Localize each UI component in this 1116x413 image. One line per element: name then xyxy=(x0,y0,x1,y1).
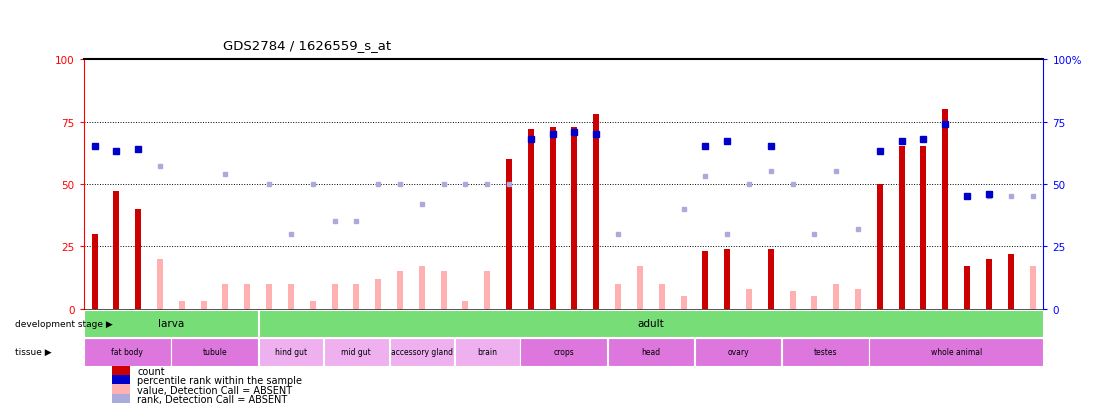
Bar xyxy=(1030,267,1036,309)
Text: whole animal: whole animal xyxy=(931,348,982,356)
Bar xyxy=(528,130,533,309)
Bar xyxy=(877,185,883,309)
Bar xyxy=(113,394,129,404)
Bar xyxy=(594,115,599,309)
Bar xyxy=(157,259,163,309)
Bar xyxy=(571,127,577,309)
Bar xyxy=(681,297,686,309)
Text: count: count xyxy=(137,366,165,376)
Bar xyxy=(594,292,599,309)
Text: mid gut: mid gut xyxy=(341,348,372,356)
Bar xyxy=(201,302,206,309)
Bar xyxy=(607,338,694,366)
Bar xyxy=(266,284,272,309)
Bar xyxy=(84,310,258,337)
Bar xyxy=(985,259,992,309)
Bar xyxy=(1008,254,1013,309)
Bar xyxy=(375,279,382,309)
Text: percentile rank within the sample: percentile rank within the sample xyxy=(137,375,302,385)
Text: rank, Detection Call = ABSENT: rank, Detection Call = ABSENT xyxy=(137,394,288,404)
Bar xyxy=(389,338,454,366)
Bar xyxy=(179,302,185,309)
Bar xyxy=(418,267,425,309)
Bar xyxy=(113,375,129,385)
Text: accessory gland: accessory gland xyxy=(391,348,453,356)
Bar xyxy=(331,284,337,309)
Bar xyxy=(615,284,622,309)
Text: hind gut: hind gut xyxy=(275,348,307,356)
Bar xyxy=(324,338,388,366)
Bar xyxy=(637,267,643,309)
Bar xyxy=(768,249,773,309)
Bar xyxy=(790,292,796,309)
Bar xyxy=(114,192,119,309)
Bar xyxy=(441,272,446,309)
Bar xyxy=(964,267,970,309)
Text: larva: larva xyxy=(157,318,184,328)
Bar xyxy=(745,289,752,309)
Bar xyxy=(259,310,1043,337)
Bar xyxy=(484,272,490,309)
Text: ovary: ovary xyxy=(728,348,749,356)
Bar xyxy=(724,249,730,309)
Bar xyxy=(898,147,905,309)
Bar xyxy=(259,338,324,366)
Bar xyxy=(113,366,129,376)
Bar xyxy=(811,297,817,309)
Bar xyxy=(397,272,403,309)
Bar xyxy=(942,110,949,309)
Bar xyxy=(506,159,512,309)
Bar xyxy=(113,385,129,395)
Bar xyxy=(244,284,250,309)
Text: adult: adult xyxy=(637,318,664,328)
Bar xyxy=(310,302,316,309)
Bar xyxy=(855,289,862,309)
Bar xyxy=(135,209,142,309)
Bar xyxy=(455,338,520,366)
Bar xyxy=(520,338,607,366)
Text: crops: crops xyxy=(554,348,574,356)
Bar xyxy=(84,338,171,366)
Text: development stage ▶: development stage ▶ xyxy=(15,319,113,328)
Text: GDS2784 / 1626559_s_at: GDS2784 / 1626559_s_at xyxy=(223,39,392,52)
Bar xyxy=(695,338,781,366)
Bar xyxy=(172,338,258,366)
Text: testes: testes xyxy=(814,348,837,356)
Bar xyxy=(288,284,294,309)
Text: tubule: tubule xyxy=(202,348,227,356)
Bar xyxy=(92,235,97,309)
Bar xyxy=(222,284,229,309)
Text: brain: brain xyxy=(478,348,498,356)
Bar xyxy=(834,284,839,309)
Bar xyxy=(354,284,359,309)
Bar xyxy=(550,127,556,309)
Bar xyxy=(462,302,469,309)
Bar xyxy=(702,252,709,309)
Text: fat body: fat body xyxy=(112,348,143,356)
Bar xyxy=(782,338,868,366)
Bar xyxy=(658,284,665,309)
Text: head: head xyxy=(642,348,661,356)
Bar xyxy=(506,279,512,309)
Text: value, Detection Call = ABSENT: value, Detection Call = ABSENT xyxy=(137,385,292,394)
Bar xyxy=(921,147,926,309)
Bar xyxy=(869,338,1043,366)
Text: tissue ▶: tissue ▶ xyxy=(15,348,51,356)
